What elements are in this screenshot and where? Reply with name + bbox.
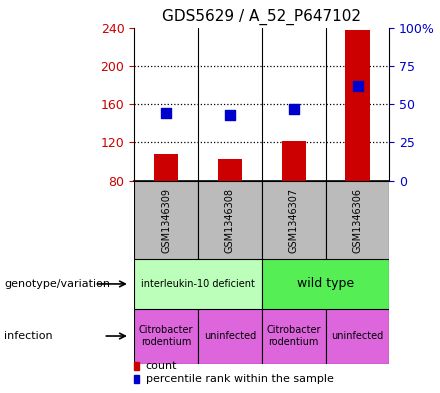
Bar: [326, 181, 389, 259]
Bar: [282, 141, 306, 181]
Text: uninfected: uninfected: [331, 331, 384, 341]
Bar: [134, 181, 198, 259]
Text: interleukin-10 deficient: interleukin-10 deficient: [141, 279, 255, 289]
Bar: [326, 309, 389, 364]
Bar: [198, 309, 262, 364]
Bar: [262, 309, 326, 364]
Text: wild type: wild type: [297, 277, 354, 290]
Text: Citrobacter
rodentium: Citrobacter rodentium: [267, 325, 321, 347]
Point: [163, 110, 170, 116]
Text: GSM1346308: GSM1346308: [225, 187, 235, 253]
Bar: [345, 30, 370, 181]
Text: percentile rank within the sample: percentile rank within the sample: [146, 374, 334, 384]
Bar: [218, 159, 242, 181]
Bar: [154, 154, 178, 181]
Text: GSM1346307: GSM1346307: [289, 187, 299, 253]
Bar: [262, 259, 389, 309]
Bar: [198, 181, 262, 259]
Point: [290, 106, 297, 112]
Point: [354, 83, 361, 89]
Text: genotype/variation: genotype/variation: [4, 279, 110, 289]
Text: uninfected: uninfected: [204, 331, 256, 341]
Text: GSM1346309: GSM1346309: [161, 187, 171, 253]
Title: GDS5629 / A_52_P647102: GDS5629 / A_52_P647102: [162, 9, 361, 25]
Text: count: count: [146, 361, 177, 371]
Text: GSM1346306: GSM1346306: [352, 187, 363, 253]
Text: infection: infection: [4, 331, 53, 341]
Text: Citrobacter
rodentium: Citrobacter rodentium: [139, 325, 193, 347]
Bar: [134, 259, 262, 309]
Bar: [262, 181, 326, 259]
Bar: [134, 309, 198, 364]
Point: [227, 112, 234, 118]
